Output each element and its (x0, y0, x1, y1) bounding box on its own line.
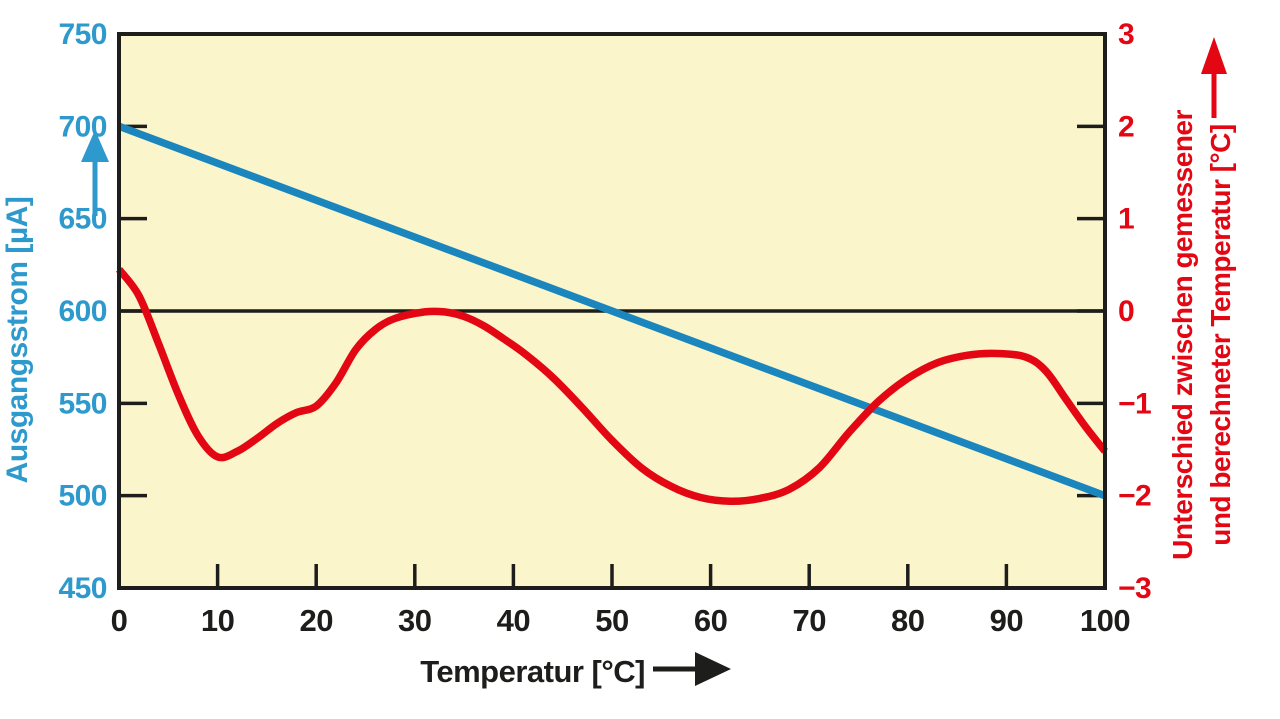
x-tick-label: 0 (111, 603, 128, 638)
y-left-tick-label: 450 (58, 572, 107, 605)
x-tick-label: 60 (694, 603, 727, 638)
y-left-tick-label: 600 (58, 295, 107, 328)
y-right-tick-label: −1 (1118, 387, 1151, 420)
x-tick-label: 50 (595, 603, 628, 638)
x-axis-right-arrow-icon (653, 652, 731, 686)
x-tick-label: 10 (201, 603, 234, 638)
left-axis-up-arrow-icon (81, 130, 109, 216)
y-right-tick-label: −3 (1118, 572, 1151, 605)
y-right-tick-label: 1 (1118, 203, 1134, 236)
right-axis-up-arrow-icon (1201, 37, 1227, 118)
x-tick-label: 90 (990, 603, 1023, 638)
y-right-tick-label: 2 (1118, 110, 1134, 143)
x-tick-label: 80 (891, 603, 924, 638)
plot-frame (117, 32, 1107, 590)
y-axis-right-ticks: 3 2 1 0 −1 −2 −3 (1077, 18, 1152, 605)
x-tick-label: 30 (398, 603, 431, 638)
output-current-line (117, 122, 1107, 500)
y-left-tick-label: 750 (58, 18, 107, 51)
y-axis-left-title: Ausgangsstrom [µA] (1, 197, 34, 484)
y-left-tick-label: 650 (58, 203, 107, 236)
y-right-tick-label: −2 (1118, 480, 1151, 513)
y-right-tick-label: 0 (1118, 295, 1134, 328)
x-tick-label: 40 (497, 603, 530, 638)
y-right-tick-label: 3 (1118, 18, 1134, 51)
y-left-tick-label: 550 (58, 387, 107, 420)
x-tick-label: 100 (1080, 603, 1130, 638)
x-tick-label: 20 (299, 603, 332, 638)
y-left-tick-label: 700 (58, 110, 107, 143)
y-axis-right-title-line2: und berechneter Temperatur [°C] (1205, 124, 1236, 545)
y-axis-left-ticks: 750 700 650 600 550 500 450 (58, 18, 147, 605)
x-tick-label: 70 (792, 603, 825, 638)
y-left-tick-label: 500 (58, 480, 107, 513)
y-axis-right-title-line1: Unterschied zwischen gemessener (1167, 110, 1198, 560)
x-axis-title: Temperatur [°C] (420, 654, 645, 689)
x-axis-ticks: 0 10 20 30 40 50 60 70 80 90 100 (111, 564, 1131, 638)
temperature-difference-line (116, 267, 1108, 505)
